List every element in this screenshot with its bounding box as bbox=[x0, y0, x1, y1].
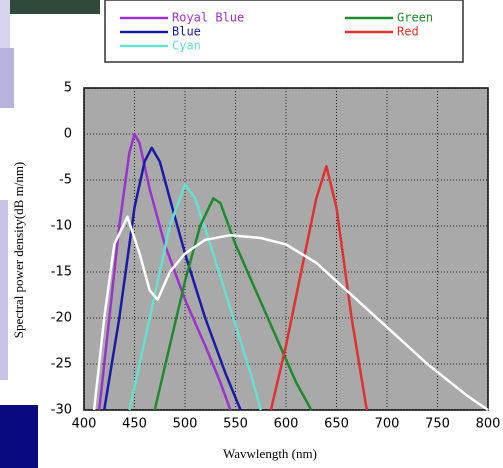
x-tick-label: 550 bbox=[223, 417, 248, 432]
x-tick-label: 650 bbox=[324, 417, 349, 432]
legend-label: Cyan bbox=[172, 39, 201, 53]
series-line bbox=[153, 197, 313, 411]
x-tick-label: 600 bbox=[274, 417, 299, 432]
y-axis-label: Spectral power density(dB m/nm) bbox=[11, 162, 26, 339]
x-axis-label: Wavwlength (nm) bbox=[223, 446, 317, 461]
legend-label: Green bbox=[397, 11, 433, 25]
series-line bbox=[128, 183, 263, 411]
x-tick-label: 450 bbox=[122, 417, 147, 432]
decor-block bbox=[0, 200, 8, 380]
y-tick-label: -10 bbox=[51, 219, 72, 234]
x-tick-label: 400 bbox=[72, 417, 97, 432]
series-line bbox=[102, 146, 242, 411]
y-tick-label: -15 bbox=[51, 265, 72, 280]
y-tick-label: -20 bbox=[51, 311, 72, 326]
decor-strip bbox=[0, 0, 100, 14]
decor-block bbox=[0, 0, 10, 50]
legend-label: Red bbox=[397, 25, 419, 39]
x-tick-label: 700 bbox=[375, 417, 400, 432]
y-tick-label: -5 bbox=[59, 173, 72, 188]
y-tick-label: 5 bbox=[64, 81, 72, 96]
legend-label: Blue bbox=[172, 25, 201, 39]
legend-label: Royal Blue bbox=[172, 11, 244, 25]
decor-block bbox=[0, 48, 14, 108]
x-tick-label: 750 bbox=[425, 417, 450, 432]
decor-block bbox=[0, 405, 38, 468]
x-tick-label: 500 bbox=[173, 417, 198, 432]
y-tick-label: -25 bbox=[51, 357, 72, 372]
y-tick-label: 0 bbox=[64, 127, 72, 142]
series-line bbox=[269, 164, 369, 411]
y-tick-label: -30 bbox=[51, 403, 72, 418]
series-line bbox=[92, 215, 489, 412]
x-tick-label: 800 bbox=[476, 417, 501, 432]
